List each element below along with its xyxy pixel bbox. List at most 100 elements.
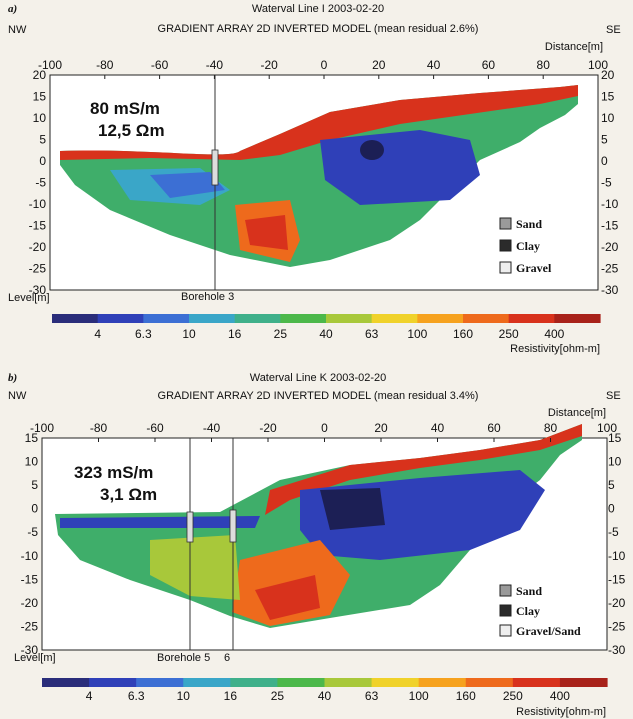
panel-a-label: a) bbox=[8, 3, 17, 15]
panel-b-xlabel: Distance[m] bbox=[548, 407, 606, 419]
panel-b-y-tick-label-right: -15 bbox=[608, 572, 626, 586]
panel-a-borehole-label: Borehole 3 bbox=[181, 291, 234, 303]
panel-b-y-tick-label-right: -20 bbox=[608, 596, 626, 610]
panel-b-legend-gravel: Gravel/Sand bbox=[516, 624, 581, 638]
panel-b-legend-sand-swatch bbox=[500, 585, 511, 596]
panel-b-y-tick-label-right: 5 bbox=[608, 478, 615, 492]
panel-a-legend-sand-swatch bbox=[500, 218, 511, 229]
panel-a-y-tick-label-left: -5 bbox=[35, 176, 46, 190]
colorbar-tick-label: 100 bbox=[407, 327, 427, 341]
panel-b-y-tick-label-right: 10 bbox=[608, 455, 622, 469]
panel-b-x-tick-label: -40 bbox=[203, 421, 221, 435]
panel-b-y-tick-label-left: -20 bbox=[21, 596, 39, 610]
colorbar-swatch bbox=[372, 314, 418, 323]
colorbar-swatch bbox=[417, 314, 463, 323]
colorbar-swatch bbox=[463, 314, 509, 323]
panel-b-y-tick-label-right: -5 bbox=[608, 525, 619, 539]
panel-b-colorbar-label: Resistivity[ohm-m] bbox=[516, 706, 606, 718]
panel-b-borehole-6-label: 6 bbox=[224, 652, 230, 664]
panel-b: b) Waterval Line K 2003-02-20 GRADIENT A… bbox=[8, 372, 626, 718]
colorbar-swatch bbox=[143, 314, 189, 323]
panel-a-y-tick-label-right: 10 bbox=[601, 111, 615, 125]
panel-b-x-tick-label: -20 bbox=[259, 421, 277, 435]
panel-b-nw-label: NW bbox=[8, 390, 27, 402]
panel-b-y-tick-label-right: -10 bbox=[608, 549, 626, 563]
colorbar-swatch bbox=[325, 678, 373, 687]
colorbar-swatch bbox=[513, 678, 561, 687]
panel-b-label: b) bbox=[8, 372, 17, 384]
colorbar-tick-label: 160 bbox=[453, 327, 473, 341]
colorbar-swatch bbox=[277, 678, 325, 687]
panel-b-conductivity-annotation: 323 mS/m bbox=[74, 463, 153, 482]
panel-b-x-tick-label: -60 bbox=[146, 421, 164, 435]
panel-a-colorbar-label: Resistivity[ohm-m] bbox=[510, 343, 600, 355]
colorbar-swatch bbox=[372, 678, 420, 687]
panel-b-legend-sand: Sand bbox=[516, 584, 542, 598]
panel-a-title: Waterval Line I 2003-02-20 bbox=[252, 3, 384, 15]
colorbar-tick-label: 250 bbox=[503, 689, 523, 703]
panel-a-y-tick-label-right: -5 bbox=[601, 176, 612, 190]
panel-b-legend-gravel-swatch bbox=[500, 625, 511, 636]
panel-b-ylabel: Level[m] bbox=[14, 652, 56, 664]
panel-a-y-tick-label-right: -10 bbox=[601, 197, 619, 211]
panel-a-subtitle: GRADIENT ARRAY 2D INVERTED MODEL (mean r… bbox=[158, 23, 479, 35]
panel-a-borehole-column bbox=[212, 150, 218, 185]
colorbar-tick-label: 40 bbox=[319, 327, 333, 341]
panel-b-x-tick-label: 40 bbox=[431, 421, 445, 435]
panel-b-colorbar: 4 6.3 10 16 25 40 63 100 160 250 400 bbox=[42, 678, 608, 703]
panel-b-x-tick-label: 80 bbox=[544, 421, 558, 435]
colorbar-swatch bbox=[98, 314, 144, 323]
colorbar-tick-label: 6.3 bbox=[128, 689, 145, 703]
panel-a-y-tick-label-left: 10 bbox=[33, 111, 47, 125]
colorbar-tick-label: 63 bbox=[365, 689, 379, 703]
panel-a-x-tick-label: 60 bbox=[482, 58, 496, 72]
panel-b-x-tick-label: 60 bbox=[487, 421, 501, 435]
panel-a-ylabel: Level[m] bbox=[8, 292, 50, 304]
colorbar-swatch bbox=[466, 678, 514, 687]
panel-a-legend-gravel-swatch bbox=[500, 262, 511, 273]
panel-a-x-tick-label: 80 bbox=[537, 58, 551, 72]
panel-b-se-label: SE bbox=[606, 390, 621, 402]
panel-b-x-tick-label: -80 bbox=[90, 421, 108, 435]
panel-b-borehole-5-label: Borehole 5 bbox=[157, 652, 210, 664]
panel-a-y-tick-label-right: -25 bbox=[601, 262, 619, 276]
panel-a-x-tick-label: -60 bbox=[151, 58, 169, 72]
colorbar-tick-label: 4 bbox=[94, 327, 101, 341]
colorbar-tick-label: 40 bbox=[318, 689, 332, 703]
colorbar-swatch bbox=[280, 314, 326, 323]
colorbar-swatch bbox=[560, 678, 608, 687]
colorbar-tick-label: 250 bbox=[499, 327, 519, 341]
colorbar-tick-label: 10 bbox=[182, 327, 196, 341]
panel-b-borehole-5-column bbox=[187, 512, 193, 542]
panel-b-title: Waterval Line K 2003-02-20 bbox=[250, 372, 387, 384]
panel-b-y-tick-label-right: 15 bbox=[608, 431, 622, 445]
panel-a-y-tick-label-right: 15 bbox=[601, 90, 615, 104]
panel-a-y-tick-label-left: 5 bbox=[39, 133, 46, 147]
colorbar-tick-label: 6.3 bbox=[135, 327, 152, 341]
colorbar-tick-label: 160 bbox=[456, 689, 476, 703]
colorbar-swatch bbox=[554, 314, 600, 323]
panel-b-core-zone bbox=[320, 488, 385, 530]
colorbar-swatch bbox=[419, 678, 467, 687]
panel-b-y-tick-label-left: -25 bbox=[21, 619, 39, 633]
panel-a-nw-label: NW bbox=[8, 24, 27, 36]
colorbar-tick-label: 4 bbox=[86, 689, 93, 703]
panel-b-x-tick-label: 0 bbox=[321, 421, 328, 435]
panel-b-resistivity-annotation: 3,1 Ωm bbox=[100, 485, 157, 504]
colorbar-swatch bbox=[183, 678, 231, 687]
panel-b-y-tick-label-left: -15 bbox=[21, 572, 39, 586]
colorbar-swatch bbox=[235, 314, 281, 323]
panel-a-y-tick-label-right: -20 bbox=[601, 240, 619, 254]
panel-a-xlabel: Distance[m] bbox=[545, 41, 603, 53]
panel-a-y-tick-label-right: -30 bbox=[601, 283, 619, 297]
colorbar-tick-label: 10 bbox=[177, 689, 191, 703]
panel-a-x-tick-label: 20 bbox=[372, 58, 386, 72]
panel-b-y-tick-label-right: 0 bbox=[608, 502, 615, 516]
colorbar-swatch bbox=[89, 678, 137, 687]
panel-a-y-tick-label-left: -15 bbox=[29, 219, 47, 233]
panel-a-x-tick-label: 0 bbox=[321, 58, 328, 72]
panel-b-y-tick-label-left: 15 bbox=[25, 431, 39, 445]
panel-a-y-tick-label-left: 15 bbox=[33, 90, 47, 104]
panel-b-y-tick-label-left: 5 bbox=[31, 478, 38, 492]
